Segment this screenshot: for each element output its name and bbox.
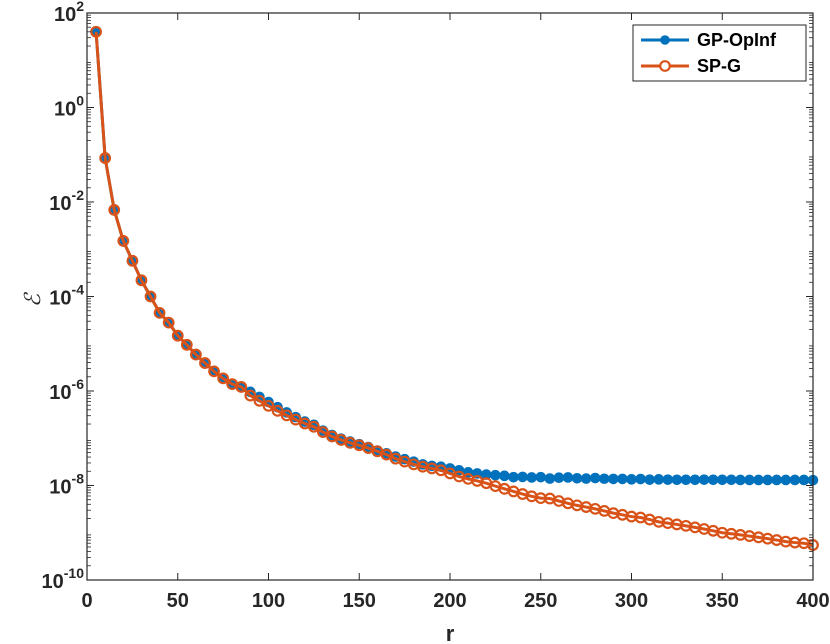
y-tick-label: 100 xyxy=(54,93,84,121)
data-point xyxy=(535,471,547,483)
data-point xyxy=(735,474,746,486)
x-tick-label: 350 xyxy=(706,590,739,612)
data-point xyxy=(317,426,329,438)
ticks: 0 50 100 150 200 250 300 350 400 102 100 10-2 10-4 10… xyxy=(42,0,830,612)
data-point xyxy=(162,316,175,329)
data-point xyxy=(517,471,528,483)
data-point xyxy=(126,254,139,267)
data-point xyxy=(707,474,719,486)
data-point xyxy=(644,474,655,485)
data-point xyxy=(117,235,130,247)
plot-area xyxy=(87,13,813,580)
legend-box xyxy=(632,24,807,82)
data-point xyxy=(544,473,556,484)
data-point xyxy=(635,473,646,485)
y-tick-label: 10-6 xyxy=(49,376,84,404)
data-point xyxy=(235,381,248,393)
data-point xyxy=(671,474,683,486)
data-point xyxy=(589,472,601,484)
legend-label: SP-G xyxy=(697,56,741,76)
x-tick-label: 300 xyxy=(615,590,648,612)
x-tick-label: 50 xyxy=(167,590,189,612)
data-point xyxy=(171,329,184,342)
data-point xyxy=(789,474,801,486)
data-point xyxy=(135,274,148,287)
data-point xyxy=(526,472,537,483)
legend-item: SP-G xyxy=(641,56,741,76)
data-point xyxy=(780,474,792,486)
data-point xyxy=(144,290,157,303)
legend-label: GP-OpInf xyxy=(697,30,777,50)
y-tick-label: 10-4 xyxy=(49,282,84,310)
data-point xyxy=(253,394,266,407)
data-point xyxy=(617,473,628,485)
x-tick-label: 250 xyxy=(524,590,557,612)
series-layer xyxy=(90,25,819,551)
x-tick-label: 200 xyxy=(433,590,466,612)
data-point xyxy=(753,474,764,486)
x-tick-label: 100 xyxy=(252,590,285,612)
data-point xyxy=(244,389,257,402)
y-tick-label: 10-2 xyxy=(49,187,84,215)
data-point xyxy=(208,365,220,378)
data-point xyxy=(608,473,619,485)
data-point xyxy=(598,473,610,485)
y-tick-label: 10-8 xyxy=(49,471,84,499)
data-point xyxy=(553,472,565,484)
data-point xyxy=(580,473,592,484)
legend-swatch-marker xyxy=(659,60,671,72)
legend-swatch-marker xyxy=(660,35,670,45)
data-point xyxy=(199,357,211,369)
data-point xyxy=(798,474,810,486)
data-point xyxy=(508,471,519,483)
data-point xyxy=(726,474,737,486)
y-tick-label: 102 xyxy=(54,0,84,26)
data-point xyxy=(744,474,755,486)
x-tick-label: 150 xyxy=(343,590,376,612)
data-point xyxy=(562,472,574,483)
series-sp-g xyxy=(90,25,819,551)
data-point xyxy=(271,404,284,417)
legend-item: GP-OpInf xyxy=(641,30,777,50)
data-point xyxy=(307,420,320,433)
data-point xyxy=(490,469,501,481)
x-axis-label: r xyxy=(446,621,455,644)
x-tick-label: 0 xyxy=(81,590,92,612)
data-point xyxy=(771,474,783,486)
y-axis-label: ℰ xyxy=(21,291,46,307)
data-point xyxy=(689,474,701,486)
data-point xyxy=(189,348,202,361)
plot-background xyxy=(87,13,813,580)
data-point xyxy=(680,474,692,486)
data-point xyxy=(217,372,230,385)
data-point xyxy=(662,474,674,485)
data-point xyxy=(571,473,583,484)
legend: GP-OpInf SP-G xyxy=(632,24,807,82)
data-point xyxy=(762,474,773,486)
data-point xyxy=(280,409,293,422)
data-point xyxy=(698,474,710,485)
data-point xyxy=(108,204,121,216)
x-tick-label: 400 xyxy=(796,590,829,612)
data-point xyxy=(716,474,728,486)
data-point xyxy=(262,399,275,412)
data-point xyxy=(153,306,166,319)
data-point xyxy=(180,338,193,351)
data-point xyxy=(499,470,510,482)
data-point xyxy=(99,152,112,164)
data-point xyxy=(626,474,637,485)
y-tick-label: 10-10 xyxy=(42,565,85,593)
data-point xyxy=(90,25,102,38)
data-point xyxy=(653,474,665,485)
